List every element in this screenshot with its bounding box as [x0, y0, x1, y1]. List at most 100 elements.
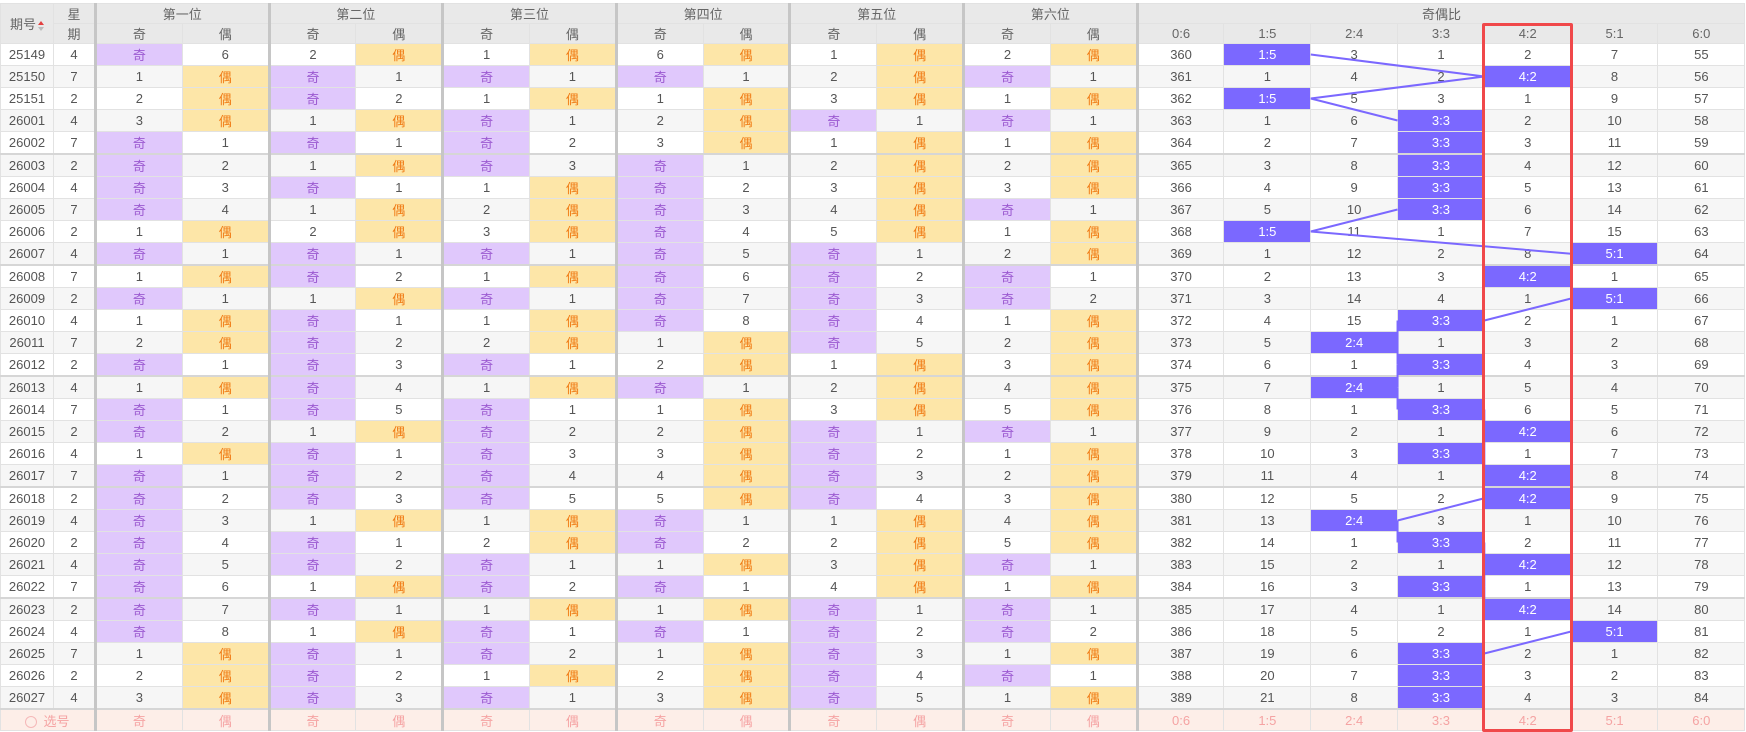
odd-marker: 奇 — [962, 620, 1051, 643]
select-even-button[interactable]: 偶 — [181, 708, 270, 731]
omission-count: 2 — [355, 553, 444, 576]
odd-marker: 奇 — [788, 642, 878, 665]
odd-marker: 奇 — [94, 242, 183, 266]
omission-count: 3 — [876, 464, 965, 488]
ratio-hit: 1:5 — [1223, 43, 1312, 66]
omission-count: 3 — [181, 509, 270, 532]
odd-marker: 奇 — [267, 242, 357, 266]
omission-count: 2 — [702, 531, 791, 554]
ratio-omission: 2 — [1223, 131, 1312, 155]
table-row: 25151 2 2 偶奇 2 1 偶 1 偶 3 偶 1 偶 362 1:5 5 3 1 9 57 — [0, 87, 1746, 110]
select-odd-button[interactable]: 奇 — [94, 708, 183, 731]
issue-column-header[interactable]: 期号 — [0, 3, 54, 44]
select-ratio-4-2[interactable]: 4:2 — [1483, 708, 1572, 731]
ratio-omission: 2 — [1397, 486, 1485, 510]
ratio-header-2-4[interactable]: 2:4 — [1310, 23, 1399, 44]
ratio-hit: 3:3 — [1397, 575, 1485, 599]
ratio-omission: 76 — [1657, 509, 1746, 532]
odd-subheader: 奇 — [962, 23, 1051, 44]
ratio-omission: 2 — [1483, 642, 1572, 665]
select-ratio-3-3[interactable]: 3:3 — [1397, 708, 1485, 731]
odd-marker: 奇 — [614, 375, 704, 399]
ratio-header-0-6[interactable]: 0:6 — [1135, 23, 1225, 44]
odd-marker: 奇 — [94, 131, 183, 155]
omission-count: 3 — [181, 176, 270, 199]
omission-count: 1 — [1049, 65, 1138, 88]
odd-marker: 奇 — [267, 264, 357, 288]
select-ratio-2-4[interactable]: 2:4 — [1310, 708, 1399, 731]
odd-marker: 奇 — [267, 131, 357, 155]
ratio-header-6-0[interactable]: 6:0 — [1657, 23, 1746, 44]
select-odd-button[interactable]: 奇 — [962, 708, 1051, 731]
omission-count: 1 — [441, 43, 531, 66]
omission-count: 2 — [94, 87, 183, 110]
select-even-button[interactable]: 偶 — [876, 708, 965, 731]
ratio-omission: 3 — [1483, 131, 1572, 155]
ratio-omission: 14 — [1223, 531, 1312, 554]
select-even-button[interactable]: 偶 — [1049, 708, 1138, 731]
ratio-omission: 67 — [1657, 309, 1746, 332]
odd-even-trend-table: 期号 星 第一位 第二位 第三位 第四位 第五位 第六位 奇偶比 期 奇偶奇偶奇偶奇偶奇偶奇… — [0, 3, 1746, 731]
ratio-header-5-1[interactable]: 5:1 — [1570, 23, 1659, 44]
ratio-omission: 3 — [1310, 43, 1399, 66]
even-marker: 偶 — [702, 43, 791, 66]
select-ratio-6-0[interactable]: 6:0 — [1657, 708, 1746, 731]
issue-number: 26005 — [0, 198, 54, 221]
table-row: 26016 4 1 偶奇 1 奇 3 3 偶奇 2 1 偶 378 10 3 3:3 1 7 73 — [0, 442, 1746, 465]
ratio-omission: 81 — [1657, 620, 1746, 643]
omission-count: 1 — [267, 153, 357, 177]
select-number-toggle[interactable]: 选号 — [0, 708, 96, 731]
omission-count: 4 — [181, 198, 270, 221]
omission-count: 1 — [529, 242, 617, 266]
weekday: 7 — [53, 331, 96, 354]
ratio-omission: 68 — [1657, 331, 1746, 354]
select-ratio-1-5[interactable]: 1:5 — [1223, 708, 1312, 731]
issue-number: 26012 — [0, 353, 54, 377]
ratio-omission: 61 — [1657, 176, 1746, 199]
omission-count: 4 — [876, 309, 965, 332]
select-ratio-0-6[interactable]: 0:6 — [1135, 708, 1225, 731]
even-marker: 偶 — [702, 353, 791, 377]
ratio-omission: 371 — [1135, 287, 1225, 310]
ratio-omission: 64 — [1657, 242, 1746, 266]
omission-count: 3 — [876, 287, 965, 310]
ratio-omission: 57 — [1657, 87, 1746, 110]
odd-marker: 奇 — [962, 553, 1051, 576]
omission-count: 3 — [788, 398, 878, 421]
weekday: 7 — [53, 464, 96, 488]
select-odd-button[interactable]: 奇 — [614, 708, 704, 731]
ratio-header-4-2[interactable]: 4:2 — [1483, 23, 1572, 44]
select-odd-button[interactable]: 奇 — [441, 708, 531, 731]
ratio-hit: 2:4 — [1310, 331, 1399, 354]
week-header-top: 星 — [53, 3, 96, 24]
radio-icon[interactable] — [25, 716, 38, 729]
ratio-omission: 1 — [1483, 575, 1572, 599]
omission-count: 4 — [355, 375, 444, 399]
select-even-button[interactable]: 偶 — [529, 708, 617, 731]
odd-marker: 奇 — [441, 553, 531, 576]
ratio-hit: 3:3 — [1397, 309, 1485, 332]
ratio-omission: 56 — [1657, 65, 1746, 88]
omission-count: 1 — [267, 198, 357, 221]
ratio-omission: 13 — [1223, 509, 1312, 532]
select-ratio-5-1[interactable]: 5:1 — [1570, 708, 1659, 731]
select-even-button[interactable]: 偶 — [702, 708, 791, 731]
even-marker: 偶 — [181, 87, 270, 110]
omission-count: 3 — [788, 553, 878, 576]
ratio-omission: 2 — [1570, 331, 1659, 354]
ratio-omission: 77 — [1657, 531, 1746, 554]
weekday: 2 — [53, 664, 96, 687]
ratio-omission: 5 — [1223, 331, 1312, 354]
select-odd-button[interactable]: 奇 — [788, 708, 878, 731]
odd-marker: 奇 — [441, 153, 531, 177]
omission-count: 3 — [788, 87, 878, 110]
ratio-header-3-3[interactable]: 3:3 — [1397, 23, 1485, 44]
omission-count: 3 — [614, 686, 704, 710]
ratio-header-1-5[interactable]: 1:5 — [1223, 23, 1312, 44]
select-even-button[interactable]: 偶 — [355, 708, 444, 731]
select-odd-button[interactable]: 奇 — [267, 708, 357, 731]
ratio-omission: 379 — [1135, 464, 1225, 488]
ratio-hit: 4:2 — [1483, 464, 1572, 488]
ratio-omission: 10 — [1570, 509, 1659, 532]
sort-icon[interactable] — [38, 20, 44, 31]
